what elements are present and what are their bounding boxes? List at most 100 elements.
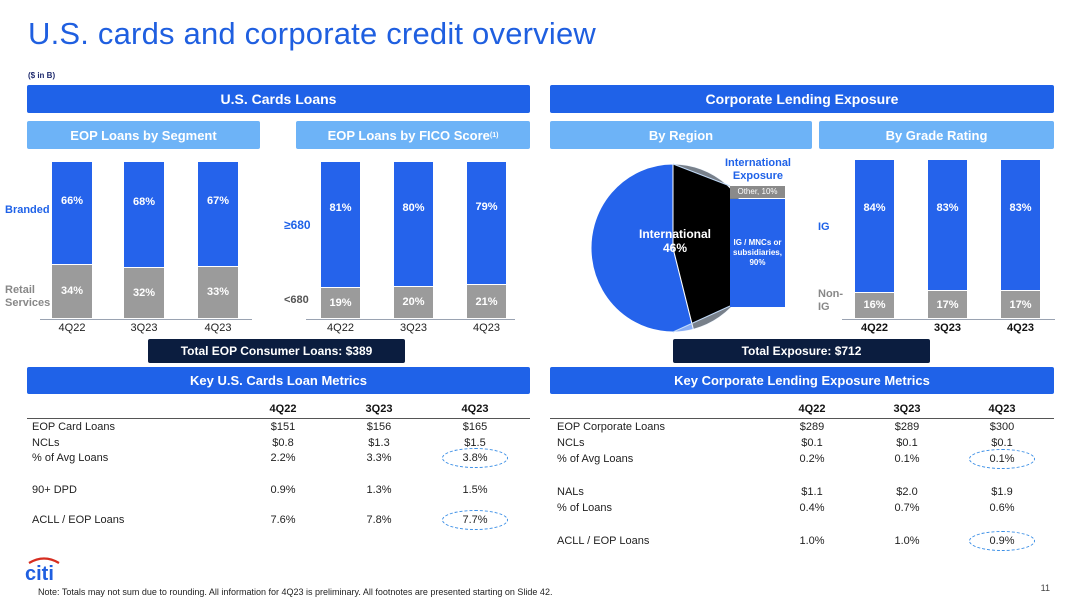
cards-header-rule — [27, 418, 530, 419]
corp-cell-4-0: 0.4% — [799, 502, 825, 514]
corp-cell-2-1: 0.1% — [894, 453, 920, 465]
grade-xlabel-0: 4Q22 — [861, 322, 888, 334]
segment-label-top-1: 68% — [132, 195, 156, 208]
ig-mnc-segment: IG / MNCs or subsidiaries, 90% — [730, 199, 785, 307]
corp-cell-0-0: $289 — [799, 421, 825, 433]
corp-cell-2-0: 0.2% — [799, 453, 825, 465]
cards-cell-2-0: 2.2% — [270, 452, 296, 464]
corp-cell-0-1: $289 — [894, 421, 920, 433]
segment-axis — [40, 319, 252, 320]
corp-cell-1-1: $0.1 — [896, 437, 918, 449]
corporate-header: Corporate Lending Exposure — [550, 85, 1054, 113]
cards-cell-4-0: 7.6% — [270, 514, 296, 526]
fico-high-label: ≥680 — [284, 218, 311, 232]
fico-xlabel-0: 4Q22 — [327, 322, 354, 334]
cards-highlight-circle-1 — [442, 510, 508, 530]
pie-us-label: U.S. 54% — [567, 240, 591, 266]
cards-highlight-circle-0 — [442, 448, 508, 468]
corp-row-label-4: % of Loans — [557, 502, 613, 514]
corp-header-rule — [550, 418, 1054, 419]
fico-low-label: <680 — [284, 294, 309, 306]
segment-bar-top-1 — [124, 162, 164, 268]
non-ig-label: Non-IG — [818, 288, 844, 313]
cards-cell-0-2: $165 — [462, 421, 488, 433]
footnote: Note: Totals may not sum due to rounding… — [38, 587, 553, 597]
cards-row-label-0: EOP Card Loans — [32, 421, 115, 433]
fico-label-top-2: 79% — [475, 201, 498, 214]
corp-highlight-circle-0 — [969, 449, 1035, 469]
cards-cell-3-1: 1.3% — [366, 484, 392, 496]
corp-col-header-0: 4Q22 — [798, 403, 826, 415]
fico-bar-top-0 — [321, 162, 360, 288]
corp-row-label-0: EOP Corporate Loans — [557, 421, 666, 433]
page-number: 11 — [1040, 583, 1050, 593]
ig-label: IG — [818, 221, 830, 233]
grade-label-bottom-0: 16% — [863, 299, 886, 312]
corp-col-header-2: 4Q23 — [988, 403, 1016, 415]
corp-cell-5-1: 1.0% — [894, 535, 920, 547]
grade-label-bottom-2: 17% — [1009, 298, 1032, 311]
cards-cell-1-0: $0.8 — [272, 437, 294, 449]
fico-bar-bottom-2 — [467, 285, 506, 318]
segment-label-bottom-2: 33% — [206, 286, 230, 299]
cards-row-label-4: ACLL / EOP Loans — [32, 514, 125, 526]
segment-bar-top-0 — [52, 162, 92, 264]
grade-bar-bottom-0 — [855, 292, 894, 318]
grade-label-top-0: 84% — [863, 202, 886, 215]
fico-bar-top-1 — [394, 162, 433, 286]
segment-label-bottom-1: 32% — [132, 287, 156, 300]
grade-xlabel-2: 4Q23 — [1007, 322, 1034, 334]
segment-bar-top-2 — [198, 162, 238, 266]
us-cards-header: U.S. Cards Loans — [27, 85, 530, 113]
corp-col-header-1: 3Q23 — [893, 403, 921, 415]
segment-bar-bottom-0 — [52, 264, 92, 318]
page-title: U.S. cards and corporate credit overview — [28, 16, 596, 51]
fico-bar-top-2 — [467, 162, 506, 285]
total-exposure: Total Exposure: $712 — [673, 339, 930, 363]
fico-label-bottom-1: 20% — [402, 296, 425, 309]
fico-xlabel-2: 4Q23 — [473, 322, 500, 334]
grade-xlabel-1: 3Q23 — [934, 322, 961, 334]
intl-exposure-title: International Exposure — [724, 157, 791, 182]
cards-row-label-3: 90+ DPD — [32, 484, 77, 496]
cards-cell-2-1: 3.3% — [366, 452, 392, 464]
grade-subheader: By Grade Rating — [819, 121, 1054, 149]
cards-cell-1-1: $1.3 — [368, 437, 390, 449]
grade-bar-bottom-2 — [1001, 291, 1040, 318]
grade-label-top-1: 83% — [936, 201, 959, 214]
corp-cell-3-0: $1.1 — [801, 486, 823, 498]
corp-row-label-1: NCLs — [557, 437, 585, 449]
total-consumer-loans: Total EOP Consumer Loans: $389 — [148, 339, 405, 363]
segment-xlabel-1: 3Q23 — [130, 322, 158, 334]
segment-label-bottom-0: 34% — [60, 285, 84, 298]
fico-label-bottom-2: 21% — [475, 295, 498, 308]
grade-label-top-2: 83% — [1009, 201, 1032, 214]
corp-cell-0-2: $300 — [989, 421, 1015, 433]
segment-xlabel-2: 4Q23 — [204, 322, 232, 334]
cards-metrics-header: Key U.S. Cards Loan Metrics — [27, 367, 530, 394]
corp-row-label-2: % of Avg Loans — [557, 453, 634, 465]
segment-label-top-2: 67% — [206, 195, 230, 208]
cards-col-header-0: 4Q22 — [269, 403, 297, 415]
grade-bar-top-0 — [855, 160, 894, 292]
grade-bar-top-1 — [928, 160, 967, 291]
cards-cell-0-0: $151 — [270, 421, 296, 433]
corp-cell-3-1: $2.0 — [896, 486, 918, 498]
grade-label-bottom-1: 17% — [936, 298, 959, 311]
corp-cell-4-2: 0.6% — [989, 502, 1015, 514]
corp-row-label-5: ACLL / EOP Loans — [557, 535, 650, 547]
corp-cell-5-0: 1.0% — [799, 535, 825, 547]
segment-bar-bottom-2 — [198, 266, 238, 318]
fico-label-top-1: 80% — [402, 201, 425, 214]
cards-cell-3-0: 0.9% — [270, 484, 296, 496]
cards-row-label-2: % of Avg Loans — [32, 452, 109, 464]
region-subheader: By Region — [550, 121, 812, 149]
fico-label-top-0: 81% — [329, 202, 352, 215]
corp-cell-1-0: $0.1 — [801, 437, 823, 449]
segment-bar-bottom-1 — [124, 268, 164, 318]
corp-cell-1-2: $0.1 — [991, 437, 1013, 449]
cards-col-header-1: 3Q23 — [365, 403, 393, 415]
grade-bar-top-2 — [1001, 160, 1040, 291]
segment-subheader: EOP Loans by Segment — [27, 121, 260, 149]
other-segment: Other, 10% — [730, 186, 785, 198]
